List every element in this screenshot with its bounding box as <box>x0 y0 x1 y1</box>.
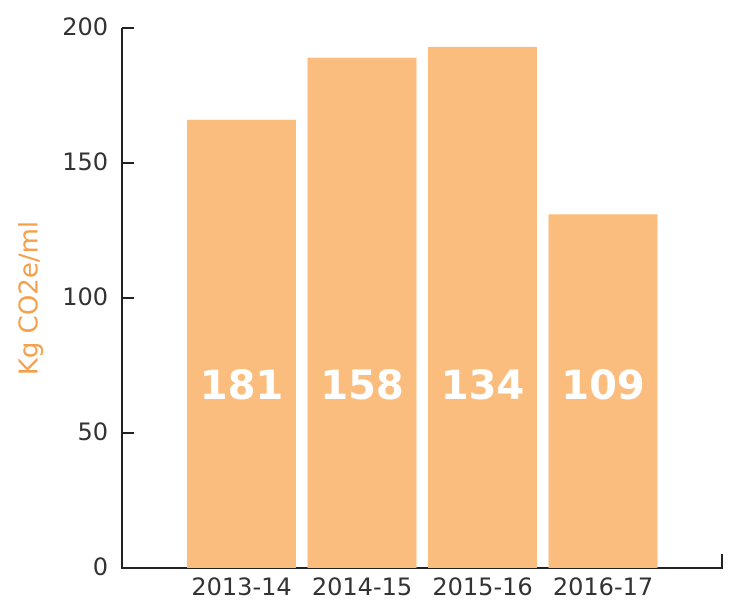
bar <box>307 57 417 568</box>
y-tick-label: 100 <box>62 283 108 311</box>
bar <box>548 214 658 569</box>
x-tick-label: 2016-17 <box>553 573 653 601</box>
bar-annotation: 134 <box>441 363 525 409</box>
bar-annotation: 109 <box>561 363 645 409</box>
y-tick-label: 200 <box>62 13 108 41</box>
bar <box>428 46 537 568</box>
y-tick-label: 0 <box>93 553 108 581</box>
bar <box>187 119 296 569</box>
y-tick-label: 150 <box>62 148 108 176</box>
x-tick-label: 2015-16 <box>432 573 532 601</box>
x-tick-label: 2013-14 <box>191 573 291 601</box>
x-tick-label: 2014-15 <box>312 573 412 601</box>
y-tick-label: 50 <box>77 418 108 446</box>
bar-annotation: 158 <box>320 363 404 409</box>
y-axis-label: Kg CO2e/ml <box>15 221 45 375</box>
bar-annotation: 181 <box>200 363 284 409</box>
